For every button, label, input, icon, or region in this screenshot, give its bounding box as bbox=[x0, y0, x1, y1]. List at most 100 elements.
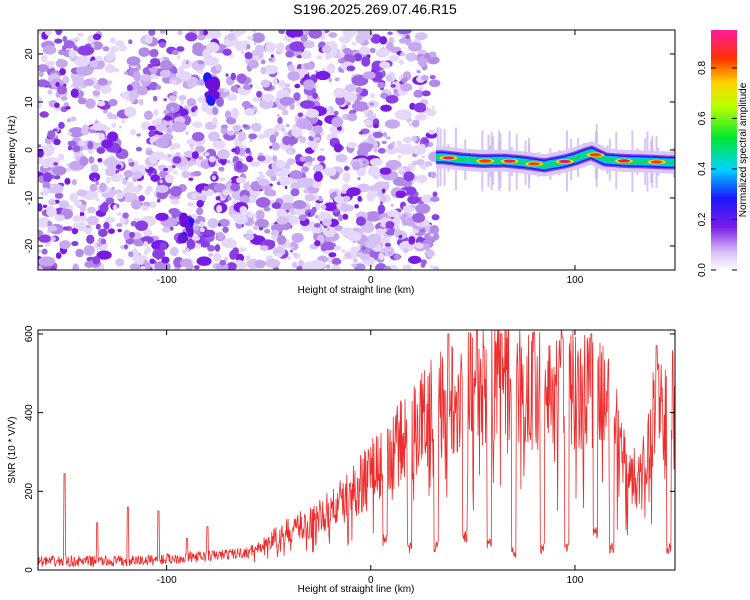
noise-blob bbox=[336, 189, 342, 196]
noise-blob bbox=[239, 206, 248, 214]
noise-blob bbox=[111, 192, 115, 197]
noise-blob bbox=[155, 212, 169, 222]
noise-blob bbox=[314, 202, 321, 210]
noise-blob bbox=[342, 195, 351, 202]
noise-blob bbox=[83, 245, 95, 256]
noise-blob bbox=[311, 142, 318, 151]
noise-blob bbox=[293, 253, 297, 257]
noise-blob bbox=[155, 184, 169, 193]
noise-blob bbox=[370, 114, 377, 119]
noise-blob bbox=[53, 175, 61, 180]
noise-blob bbox=[107, 112, 114, 120]
noise-blob bbox=[384, 242, 392, 247]
noise-blob bbox=[108, 98, 118, 107]
noise-blob bbox=[183, 150, 195, 158]
noise-blob bbox=[241, 51, 244, 55]
noise-blob bbox=[422, 49, 427, 54]
noise-blob bbox=[112, 204, 118, 211]
noise-blob bbox=[153, 109, 159, 117]
noise-blob bbox=[241, 100, 251, 109]
noise-blob bbox=[289, 170, 303, 180]
noise-blob bbox=[130, 263, 141, 270]
noise-blob bbox=[304, 155, 313, 164]
noise-blob bbox=[400, 83, 413, 92]
noise-blob bbox=[274, 131, 279, 137]
noise-blob bbox=[333, 87, 347, 98]
noise-blob bbox=[320, 35, 326, 40]
noise-blob bbox=[416, 70, 421, 74]
noise-blob bbox=[147, 63, 154, 69]
noise-blob bbox=[224, 110, 232, 120]
noise-blob bbox=[252, 225, 259, 231]
noise-blob bbox=[285, 123, 290, 128]
noise-blob bbox=[201, 188, 215, 197]
noise-blob bbox=[62, 75, 70, 84]
noise-blob bbox=[412, 212, 426, 223]
noise-blob bbox=[397, 154, 402, 160]
noise-blob bbox=[50, 236, 56, 242]
noise-blob bbox=[38, 234, 52, 243]
noise-blob bbox=[130, 129, 136, 136]
noise-blob bbox=[192, 121, 203, 128]
noise-blob bbox=[227, 196, 232, 201]
noise-blob bbox=[71, 179, 77, 186]
noise-blob bbox=[300, 50, 312, 60]
noise-blob bbox=[179, 258, 192, 268]
noise-blob bbox=[314, 240, 321, 247]
noise-blob bbox=[232, 124, 242, 132]
noise-blob bbox=[150, 220, 156, 226]
noise-blob bbox=[130, 199, 142, 210]
noise-blob bbox=[56, 85, 68, 95]
noise-blob bbox=[70, 116, 77, 122]
noise-blob bbox=[68, 126, 85, 138]
noise-blob bbox=[297, 112, 304, 118]
noise-blob bbox=[346, 187, 361, 197]
noise-blob bbox=[405, 52, 418, 62]
noise-blob bbox=[261, 93, 275, 102]
noise-blob bbox=[429, 79, 441, 88]
noise-blob bbox=[272, 246, 286, 257]
noise-blob bbox=[91, 41, 103, 51]
noise-blob bbox=[249, 160, 261, 167]
bright-spot bbox=[204, 78, 215, 90]
noise-blob bbox=[377, 204, 386, 214]
noise-blob bbox=[304, 193, 316, 202]
y-tick-label: 20 bbox=[24, 48, 35, 60]
noise-blob bbox=[249, 84, 253, 88]
noise-blob bbox=[238, 247, 247, 252]
noise-blob bbox=[76, 65, 94, 76]
noise-blob bbox=[138, 47, 150, 57]
noise-blob bbox=[185, 131, 189, 136]
noise-blob bbox=[72, 263, 80, 270]
y-tick-label: 0 bbox=[24, 147, 35, 153]
noise-blob bbox=[312, 164, 324, 173]
noise-blob bbox=[338, 51, 345, 58]
noise-blob bbox=[152, 248, 166, 259]
noise-blob bbox=[355, 33, 366, 44]
noise-blob bbox=[148, 130, 155, 138]
noise-blob bbox=[92, 122, 105, 131]
noise-blob bbox=[125, 181, 134, 188]
noise-blob bbox=[421, 90, 431, 97]
noise-blob bbox=[171, 80, 177, 85]
noise-blob bbox=[315, 70, 331, 81]
noise-blob bbox=[54, 214, 65, 222]
noise-blob bbox=[119, 125, 122, 129]
noise-blob bbox=[230, 162, 235, 166]
noise-blob bbox=[433, 266, 440, 270]
x-tick-label: 0 bbox=[368, 275, 374, 286]
noise-blob bbox=[166, 176, 171, 181]
noise-blob bbox=[299, 156, 307, 162]
noise-blob bbox=[63, 40, 75, 49]
noise-blob bbox=[72, 222, 83, 229]
noise-blob bbox=[403, 248, 409, 253]
noise-blob bbox=[246, 229, 253, 235]
noise-blob bbox=[408, 235, 416, 245]
noise-blob bbox=[335, 154, 348, 163]
noise-blob bbox=[382, 228, 388, 233]
noise-blob bbox=[230, 85, 238, 92]
noise-blob bbox=[252, 213, 257, 218]
noise-blob bbox=[161, 256, 170, 264]
noise-blob bbox=[334, 245, 342, 251]
noise-blob bbox=[230, 183, 241, 192]
